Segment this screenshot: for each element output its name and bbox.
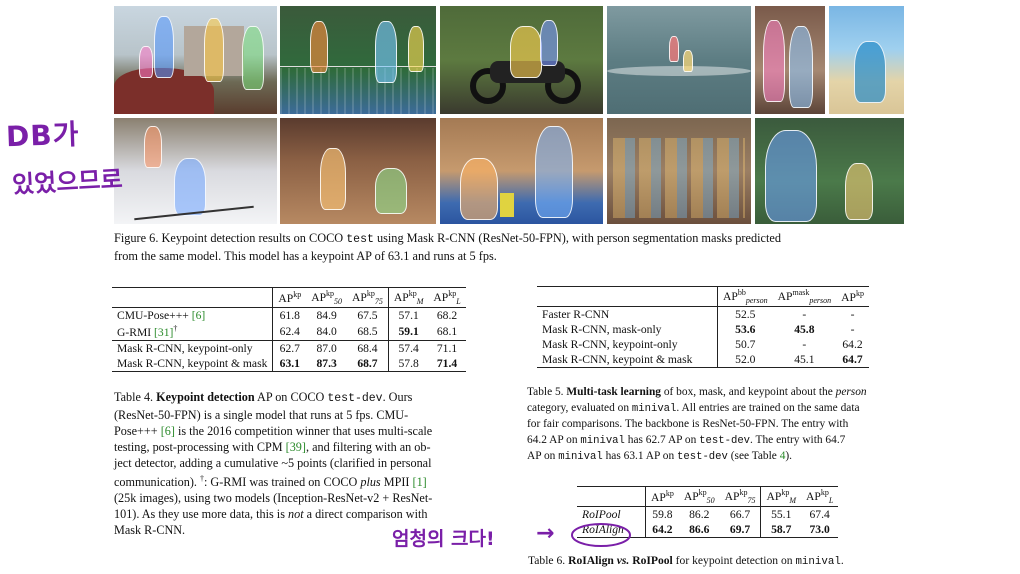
table-row: Mask R-CNN, keypoint & mask 52.0 45.1 64.7 <box>537 352 869 369</box>
table-4-caption: Table 4. Keypoint detection AP on COCO t… <box>114 390 433 538</box>
handwritten-note-had: 있었으므로 <box>11 165 124 199</box>
table-6-header: APkpL <box>800 485 839 508</box>
table-row: RoIPool 59.8 86.2 66.7 55.1 67.4 <box>582 506 830 523</box>
table-5-header: APkp <box>836 285 869 308</box>
table-4-header: APkp75 <box>347 286 389 309</box>
photo-surfing <box>607 6 751 114</box>
citation-link[interactable]: [39] <box>285 440 306 454</box>
figure-6-caption-text-1: Keypoint detection results on COCO <box>161 231 344 245</box>
citation-link[interactable]: [6] <box>191 309 206 323</box>
table-row: Mask R-CNN, keypoint-only 50.7-64.2 <box>542 337 863 353</box>
table-5-header: APmaskperson <box>772 285 837 308</box>
table-5-caption: Table 5. Multi-task learning of box, mas… <box>527 386 867 464</box>
table-row: G-RMI [31]† 62.4 84.0 68.5 59.1 68.1 <box>117 323 458 341</box>
figure-6-caption-line-2: from the same model. This model has a ke… <box>114 249 497 263</box>
table-5: APbbperson APmaskperson APkp Faster R-CN… <box>537 285 869 369</box>
table-row: CMU-Pose+++ [6] 61.8 84.9 67.5 57.1 68.2 <box>117 307 458 324</box>
table-6-header: APkp50 <box>678 485 720 508</box>
handwritten-note-db: DB가 <box>5 117 80 154</box>
photo-classroom <box>607 118 751 224</box>
photo-beach <box>829 6 904 114</box>
table-row: Mask R-CNN, mask-only 53.6 45.8- <box>542 322 855 338</box>
photo-motorcycle <box>440 6 603 114</box>
figure-6-caption: Figure 6. Keypoint detection results on … <box>114 230 906 265</box>
citation-link[interactable]: 4 <box>779 450 786 463</box>
table-4-header: APkpM <box>387 286 429 309</box>
photo-skiing <box>114 118 277 224</box>
photo-golf <box>755 118 904 224</box>
table-row: RoIAlign 64.2 86.6 69.7 58.7 73.0 <box>577 522 839 539</box>
figure-6-label: Figure 6. <box>114 231 159 245</box>
table-4: APkp APkp50 APkp75 APkpM APkpL CMU-Pose+… <box>112 286 466 373</box>
photo-crowd-street <box>755 6 825 114</box>
table-4-header: APkp50 <box>306 286 348 309</box>
table-row: Mask R-CNN, keypoint-only 62.7 87.0 68.4 57… <box>112 340 466 357</box>
photo-kids-table <box>440 118 603 224</box>
table-6-caption: Table 6. RoIAlign vs. RoIPool for keypoi… <box>528 554 844 568</box>
photo-tennis <box>280 6 436 114</box>
citation-link[interactable]: [6] <box>160 424 175 438</box>
photo-baseball <box>280 118 436 224</box>
table-6: APkp APkp50 APkp75 APkpM APkpL RoIPool 5… <box>577 485 839 539</box>
table-4-header: APkp <box>272 286 307 309</box>
table-row: Faster R-CNN 52.5- - <box>542 306 855 323</box>
table-5-header: APbbperson <box>716 285 773 308</box>
table-6-header: APkp75 <box>719 485 761 508</box>
handwritten-arrow: → <box>536 521 555 546</box>
handwritten-circle-roialign <box>571 523 631 547</box>
table-4-header: APkpL <box>428 286 466 309</box>
table-6-header: APkp <box>644 485 679 508</box>
figure-6-caption-text-2: using Mask R-CNN (ResNet-50-FPN), with p… <box>376 231 781 245</box>
photo-group-jumping <box>114 6 277 114</box>
figure-6-caption-code: test <box>346 233 374 246</box>
citation-link[interactable]: [1] <box>412 475 427 490</box>
citation-link[interactable]: [31] <box>154 326 174 340</box>
table-row: Mask R-CNN, keypoint & mask 63.1 87.3 68.7… <box>112 356 466 373</box>
handwritten-note-effect: 엄청의 크다! <box>392 528 495 550</box>
table-6-header: APkpM <box>760 485 801 508</box>
